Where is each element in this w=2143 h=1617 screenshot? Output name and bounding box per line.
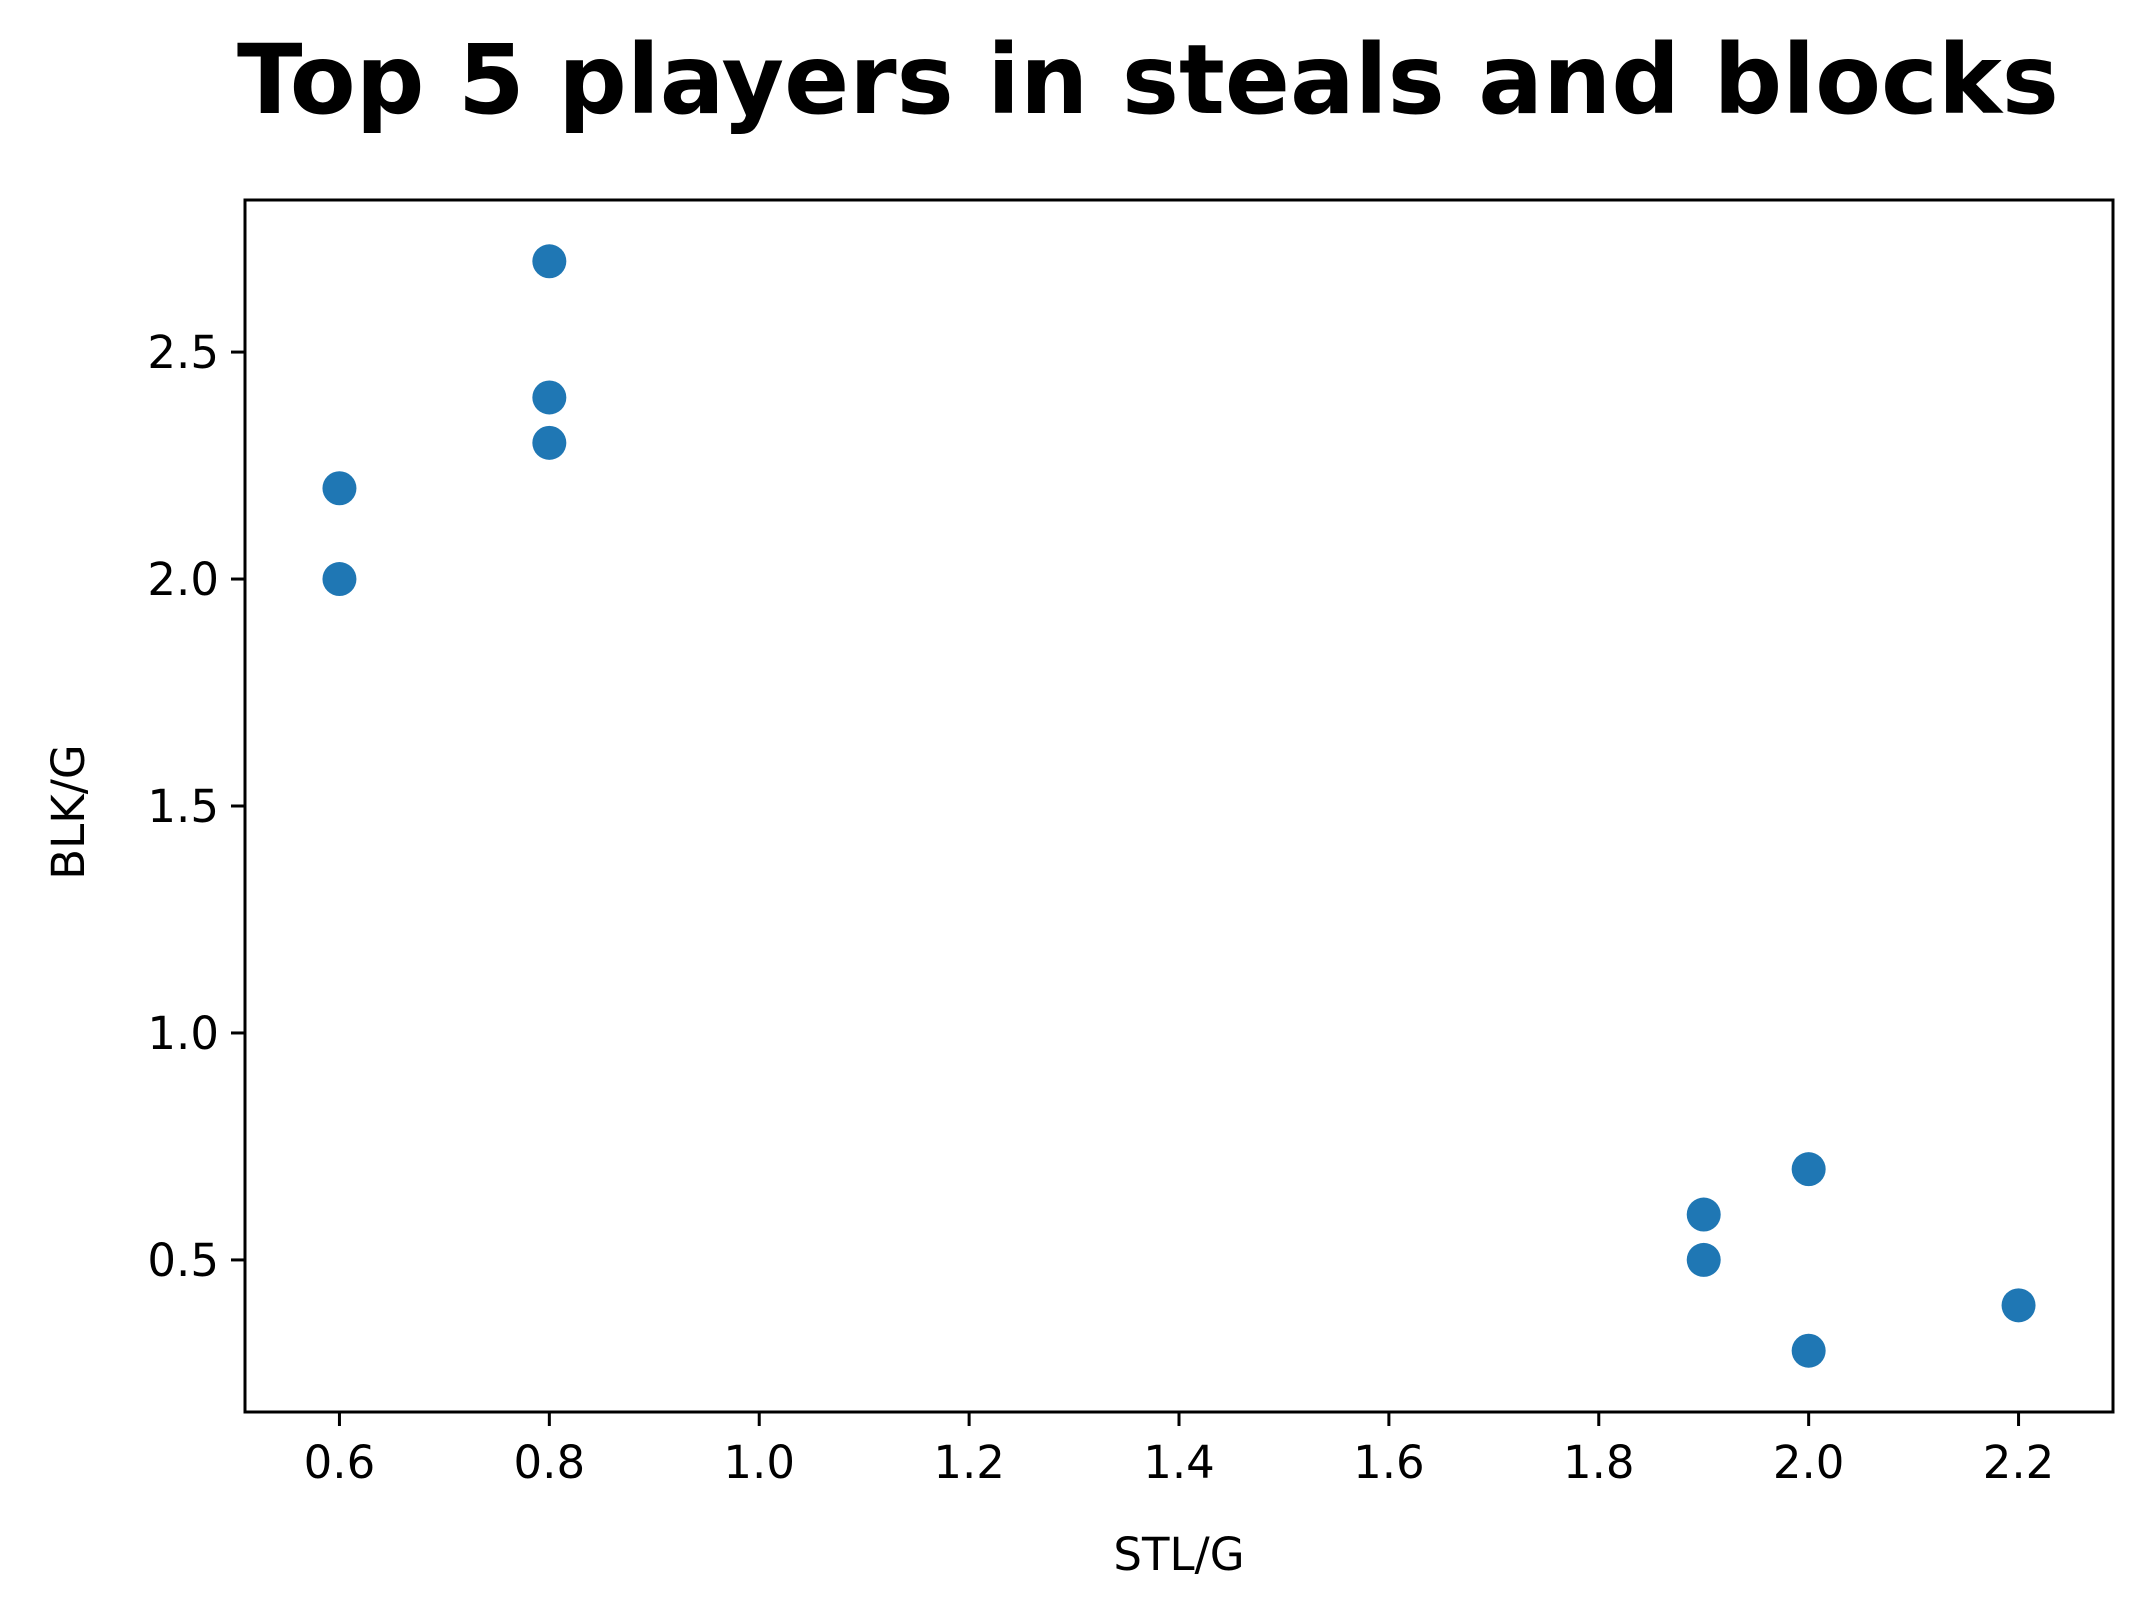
x-tick-label: 2.0 [1773,1436,1845,1489]
plot-frame [243,198,2115,1414]
y-tick-label: 1.5 [147,780,219,833]
scatter-point [1686,1242,1721,1277]
y-axis-label: BLK/G [42,744,95,879]
scatter-point [322,471,357,506]
scatter-point [1686,1197,1721,1232]
y-tick-label: 0.5 [147,1234,219,1287]
x-tick-label: 1.6 [1353,1436,1425,1489]
x-tick-label: 1.8 [1563,1436,1635,1489]
x-tick-label: 1.4 [1143,1436,1215,1489]
scatter-point [532,380,567,415]
y-tick-label: 1.0 [147,1007,219,1060]
x-axis-label: STL/G [1113,1528,1244,1581]
x-tick-label: 1.2 [933,1436,1005,1489]
scatter-point [2001,1288,2036,1323]
x-tick-label: 0.8 [514,1436,586,1489]
scatter-point [1791,1152,1826,1187]
axis-ticks: 0.6 0.8 1.0 1.2 1.4 1.6 1.8 2.0 2.2 0.5 1.0 1.5 2.0 2… [147,326,2054,1489]
scatter-point [532,244,567,279]
scatter-point [1791,1333,1826,1368]
x-tick-label: 2.2 [1983,1436,2055,1489]
x-tick-label: 1.0 [723,1436,795,1489]
y-tick-label: 2.0 [147,553,219,606]
x-tick-label: 0.6 [304,1436,376,1489]
data-points [322,244,2036,1368]
y-tick-label: 2.5 [147,326,219,379]
scatter-point [322,562,357,597]
scatter-point [532,425,567,460]
chart-title: Top 5 players in steals and blocks [237,24,2059,136]
